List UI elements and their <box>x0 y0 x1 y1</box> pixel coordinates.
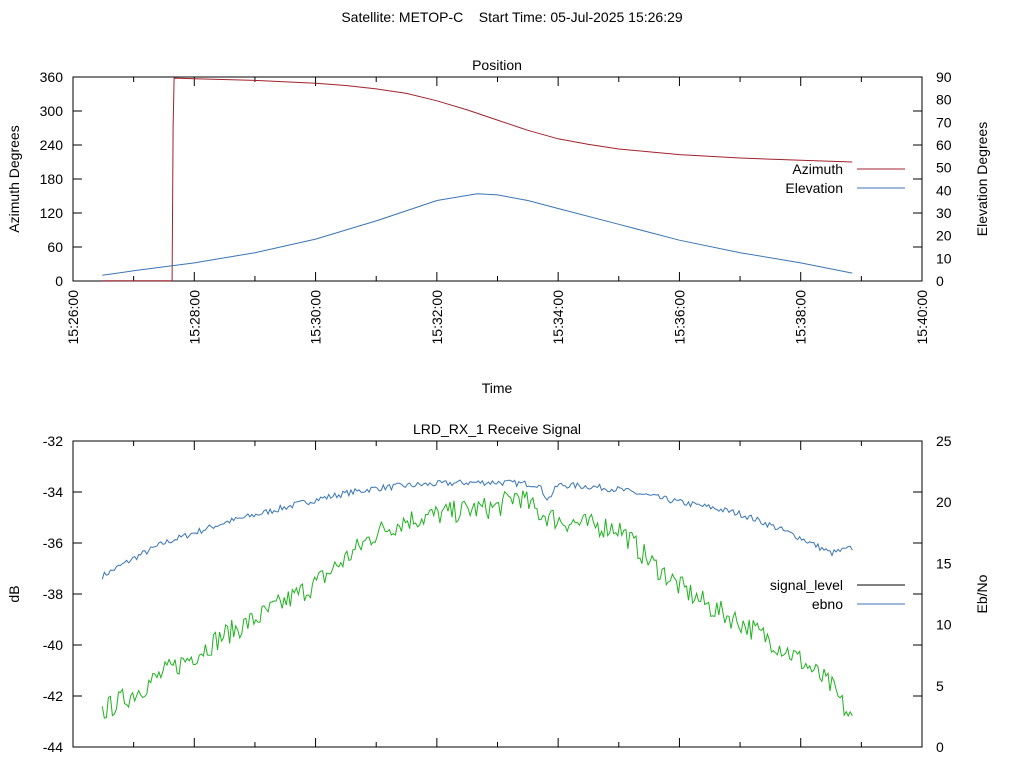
legend-label: ebno <box>812 596 843 612</box>
series-line-unlabeled <box>101 490 853 719</box>
x-tick-label: 15:32:00 <box>429 290 445 345</box>
x-tick-label: 15:38:00 <box>793 290 809 345</box>
y2-tick-label: 80 <box>936 92 952 108</box>
y2-tick-label: 15 <box>936 555 952 571</box>
series-line-elevation <box>102 193 853 276</box>
legend-label: Azimuth <box>792 161 843 177</box>
position-chart-title: Position <box>472 57 522 73</box>
y-tick-label: 180 <box>40 171 64 187</box>
y-tick-label: 240 <box>40 137 64 153</box>
position-chart: Position 0 60 120 180 240 300 360 0 10 20 30 40 50 60… <box>6 57 990 396</box>
y2-tick-label: 0 <box>936 739 944 755</box>
y-tick-label: -40 <box>43 637 63 653</box>
receive-signal-series <box>101 479 853 719</box>
y-tick-label: 0 <box>55 273 63 289</box>
x-tick-label: 15:34:00 <box>550 290 566 345</box>
y2-tick-label: 20 <box>936 494 952 510</box>
receive-signal-ticks: -44 -42 -40 -38 -36 -34 -32 0 5 10 15 20 25 <box>43 433 952 755</box>
legend-label: Elevation <box>785 180 843 196</box>
y2-tick-label: 40 <box>936 182 952 198</box>
y-tick-label: 300 <box>40 103 64 119</box>
y2-tick-label: 25 <box>936 433 952 449</box>
y-tick-label: -38 <box>43 586 63 602</box>
y2-tick-label: 10 <box>936 250 952 266</box>
receive-signal-chart: LRD_RX_1 Receive Signal -44-42-40-38-36-… <box>6 421 990 755</box>
y-tick-label: 360 <box>40 69 64 85</box>
y-tick-label: -36 <box>43 535 63 551</box>
position-plot-frame <box>72 76 923 282</box>
y-tick-label: -32 <box>43 433 63 449</box>
y2-tick-label: 20 <box>936 228 952 244</box>
position-series <box>102 77 853 282</box>
y2-tick-label: 5 <box>936 678 944 694</box>
x-tick-label: 15:26:00 <box>65 290 81 345</box>
receive-signal-chart-title: LRD_RX_1 Receive Signal <box>413 421 581 437</box>
y2-tick-label: 90 <box>936 69 952 85</box>
receive-signal-plot-frame <box>72 440 923 748</box>
y-tick-label: -44 <box>43 739 63 755</box>
y-tick-label: 120 <box>40 205 64 221</box>
page-title: Satellite: METOP-C Start Time: 05-Jul-20… <box>341 9 683 25</box>
y2-tick-label: 10 <box>936 617 952 633</box>
y2-tick-label: 50 <box>936 160 952 176</box>
y2-tick-label: 60 <box>936 137 952 153</box>
x-tick-label: 15:30:00 <box>308 290 324 345</box>
series-line-azimuth <box>102 77 853 282</box>
position-y2-axis-label: Elevation Degrees <box>974 122 990 236</box>
y-tick-label: -34 <box>43 484 63 500</box>
series-line-ebno <box>101 479 853 580</box>
position-x-axis-label: Time <box>482 380 513 396</box>
x-tick-label: 15:28:00 <box>186 290 202 345</box>
y-tick-label: -42 <box>43 688 63 704</box>
x-tick-label: 15:40:00 <box>914 290 930 345</box>
position-legend: Azimuth Elevation <box>785 161 905 196</box>
receive-signal-y2-axis-label: Eb/No <box>974 574 990 613</box>
y2-tick-label: 70 <box>936 114 952 130</box>
y2-tick-label: 0 <box>936 273 944 289</box>
x-tick-label: 15:36:00 <box>671 290 687 345</box>
position-y-axis-label: Azimuth Degrees <box>6 125 22 232</box>
legend-label: signal_level <box>770 577 843 593</box>
position-ticks: 0 60 120 180 240 300 360 0 10 20 30 40 50 60 70 80 90 15:… <box>40 69 952 345</box>
y-tick-label: 60 <box>47 239 63 255</box>
y2-tick-label: 30 <box>936 205 952 221</box>
receive-signal-y-axis-label: dB <box>6 585 22 602</box>
